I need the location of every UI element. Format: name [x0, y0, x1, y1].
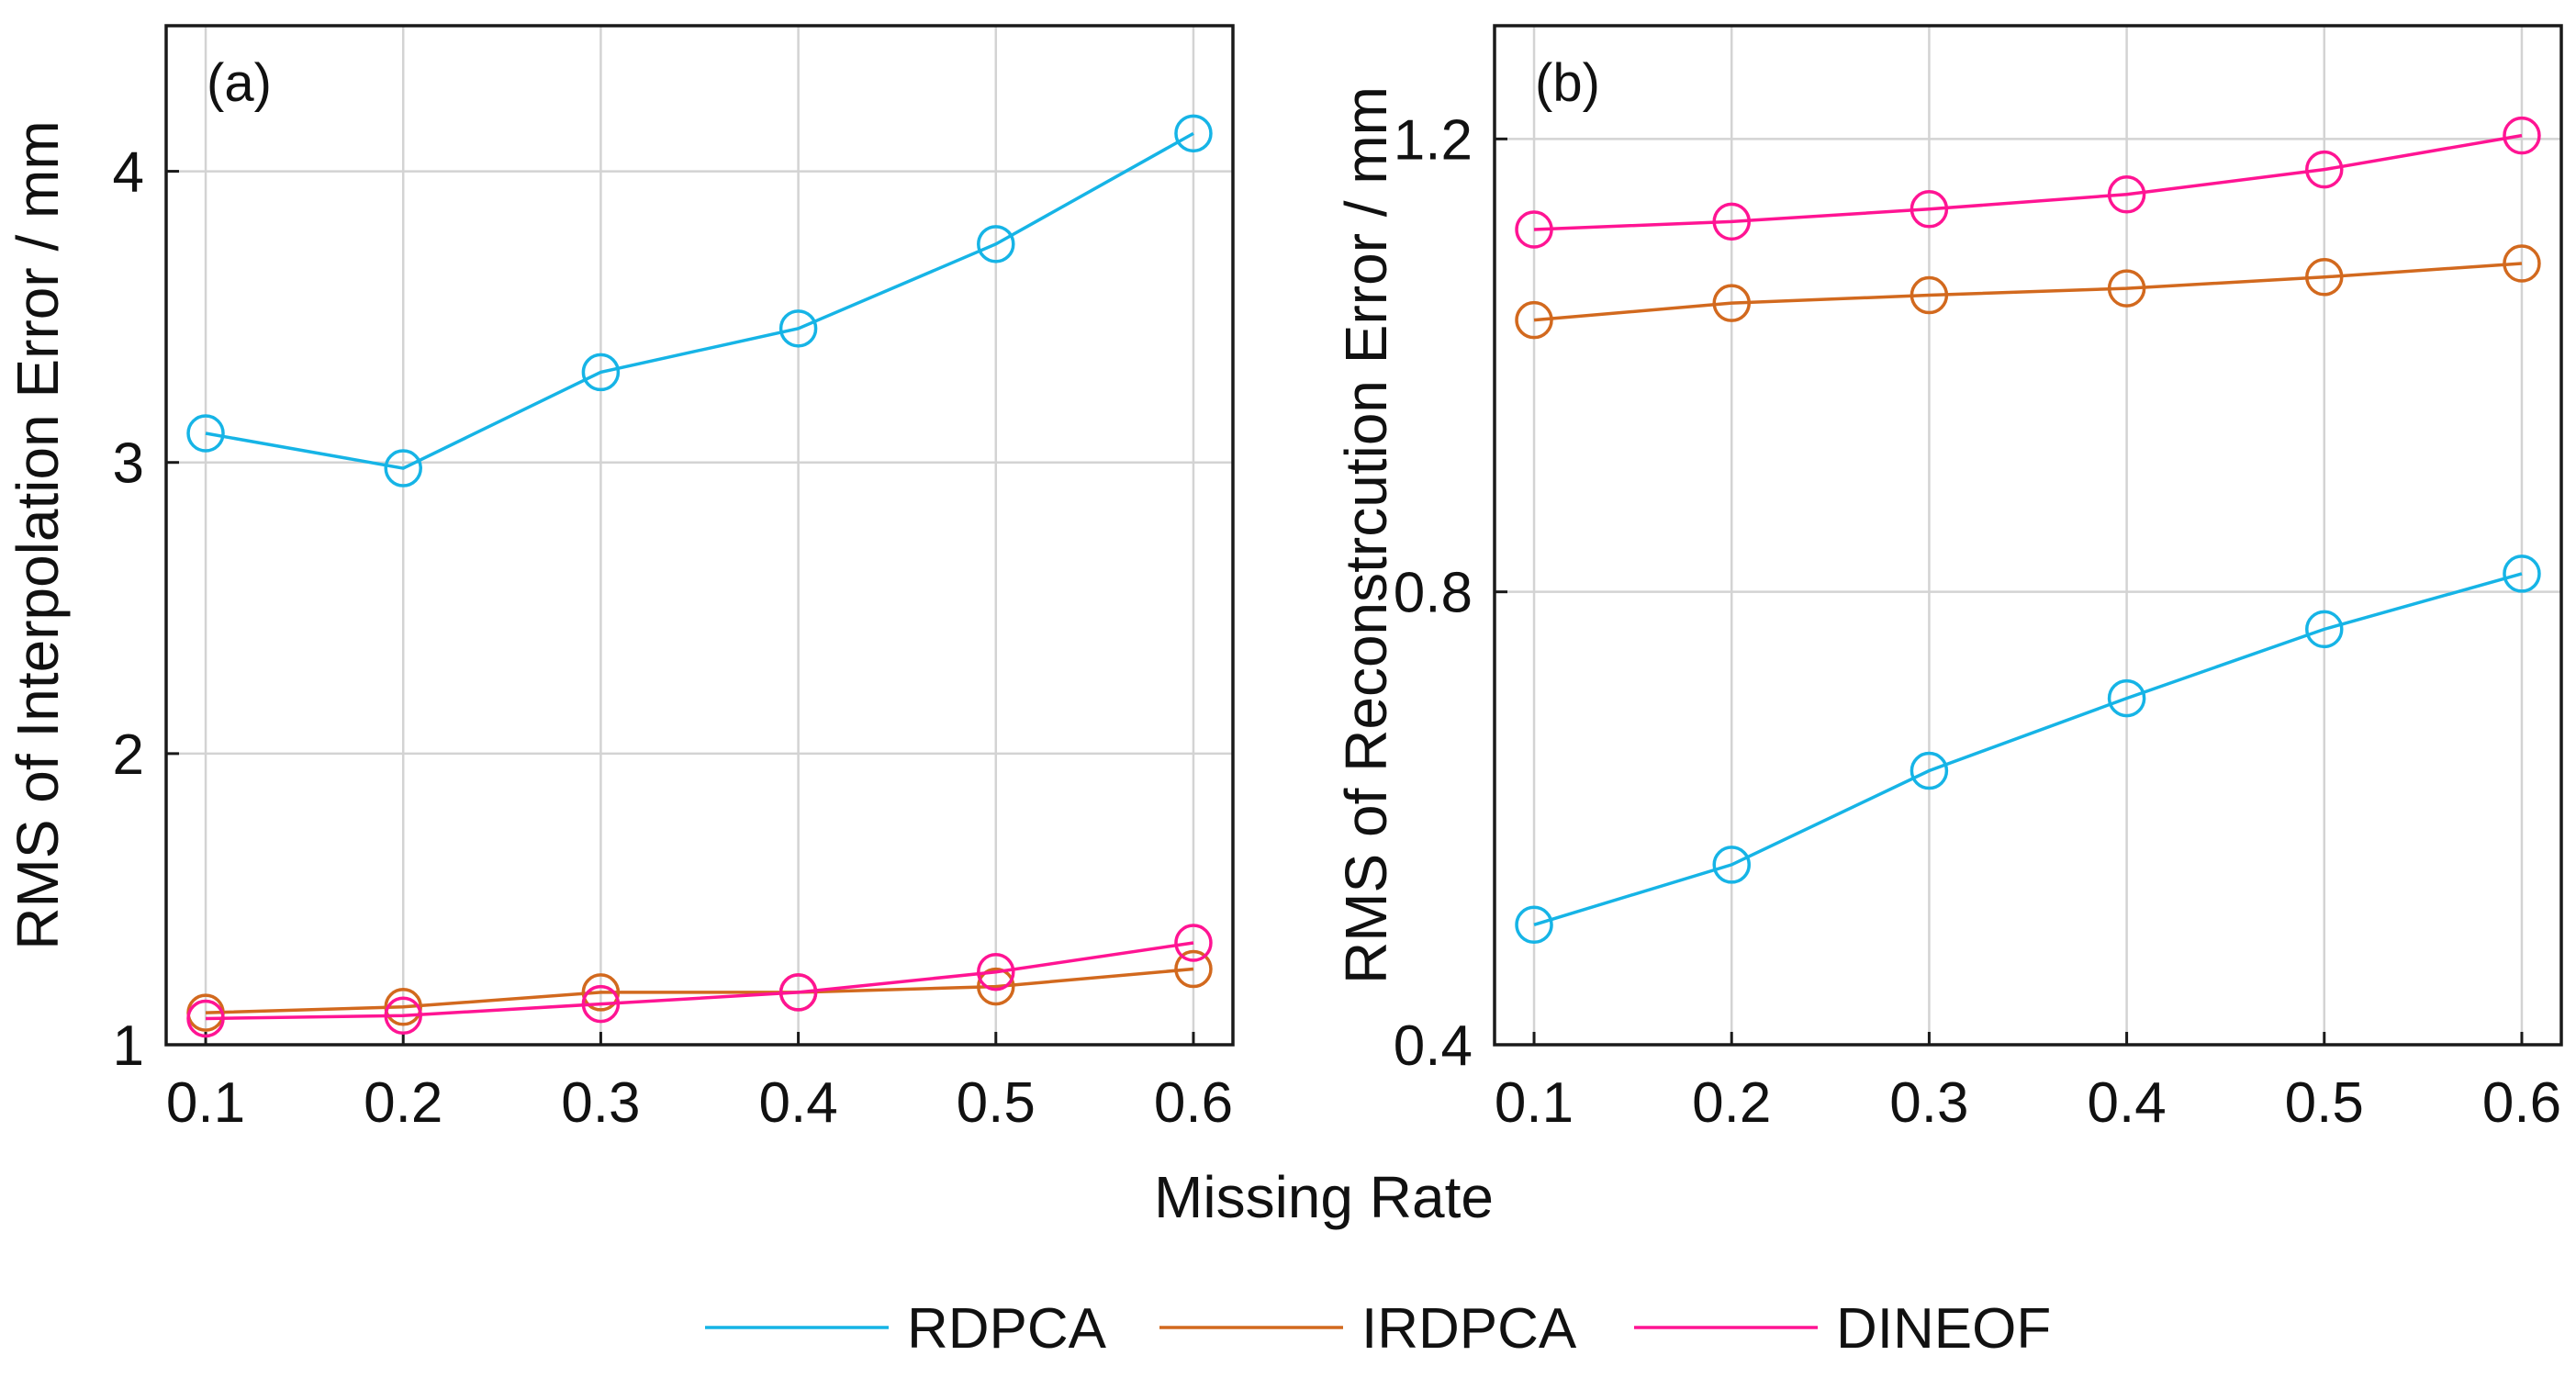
panel-a-dineof-point: [778, 973, 818, 1012]
panel-a-x-tick-label: 0.2: [364, 1071, 442, 1135]
panel-a-dineof-point: [581, 984, 621, 1024]
panel-b-irdpca-point: [1910, 275, 1949, 315]
panel-a-rdpca-point: [977, 225, 1015, 263]
panel-b-y-tick-label: 1.2: [1394, 108, 1473, 172]
panel-b-rdpca-point: [1712, 846, 1751, 884]
panel-b-irdpca-line: [1533, 262, 2523, 322]
panel-a-x-tick-label: 0.4: [758, 1071, 837, 1135]
panel-a-rdpca-point: [186, 414, 225, 453]
panel-b-y-tick-label: 0.8: [1394, 562, 1473, 625]
panel-a-irdpca-point: [977, 967, 1015, 1006]
panel-b-x-tick-label: 0.4: [2087, 1071, 2166, 1135]
legend: RDPCA IRDPCA DINEOF: [705, 1297, 2051, 1361]
panel-a-x-tick-label: 0.5: [957, 1071, 1036, 1135]
panel-b-irdpca-point: [2107, 269, 2146, 308]
panel-b-dineof-point: [2305, 150, 2344, 189]
legend-item-irdpca: IRDPCA: [1159, 1297, 1577, 1361]
panel-b-irdpca-point: [2305, 258, 2344, 297]
legend-label-rdpca: RDPCA: [907, 1297, 1107, 1361]
panel-b-dineof-point: [1712, 202, 1751, 241]
panel-b-x-tick-label: 0.3: [1889, 1071, 1968, 1135]
panel-a-dineof-point: [1174, 924, 1213, 962]
panel-a-y-tick-label: 3: [113, 432, 144, 496]
panel-b-rdpca-point: [1910, 751, 1949, 790]
panel-b-dineof-point: [1910, 190, 1949, 229]
panel-a-series-rdpca: [186, 114, 1213, 487]
panel-b-frame: [1493, 24, 2563, 1047]
panel-a-x-tick-label: 0.3: [561, 1071, 640, 1135]
panel-a-grid: [166, 26, 1233, 1047]
panel-a-frame: [164, 24, 1235, 1047]
panel-a-rdpca-point: [778, 309, 818, 348]
panel-b-y-axis-label: RMS of Reconstrcution Error / mm: [1333, 86, 1399, 984]
panel-b-rdpca-point: [2305, 610, 2344, 649]
panel-a-rdpca-line: [205, 131, 1194, 470]
legend-label-dineof: DINEOF: [1836, 1297, 2051, 1361]
panel-b-x-tick-label: 0.2: [1692, 1071, 1771, 1135]
panel-b-series-dineof: [1515, 116, 2541, 249]
panel-a-irdpca-point: [1174, 949, 1213, 989]
panel-a-irdpca-point: [581, 973, 621, 1012]
panel-a-x-tick-label: 0.6: [1154, 1071, 1233, 1135]
panel-a-dineof-point: [186, 999, 225, 1038]
panel-b-grid: [1495, 26, 2561, 1047]
panel-a-dineof-point: [977, 952, 1015, 991]
panel-b-tag: (b): [1535, 53, 1600, 113]
panel-b-dineof-point: [2503, 116, 2541, 155]
legend-item-rdpca: RDPCA: [705, 1297, 1107, 1361]
panel-a-dineof-point: [384, 996, 422, 1036]
panel-a-rdpca-point: [1174, 114, 1213, 153]
panel-b-dineof-line: [1533, 133, 2523, 231]
panel-a-rdpca-point: [384, 449, 422, 487]
panel-b-irdpca-point: [1712, 284, 1751, 322]
panel-b-irdpca-point: [2503, 244, 2541, 283]
panel-b-x-tick-label: 0.1: [1495, 1071, 1574, 1135]
panel-b-y-tick-label: 0.4: [1394, 1014, 1473, 1078]
panel-a-series-dineof: [186, 924, 1213, 1038]
panel-b-rdpca-point: [1515, 905, 1553, 945]
panel-b-x-tick-label: 0.6: [2482, 1071, 2561, 1135]
panel-b-rdpca-point: [2503, 555, 2541, 593]
panel-a-dineof-line: [206, 941, 1194, 1021]
panel-b-irdpca-point: [1515, 300, 1553, 340]
panel-a-irdpca-point: [384, 988, 422, 1026]
panel-a-x-tick-label: 0.1: [166, 1071, 245, 1135]
panel-a-y-tick-label: 2: [113, 723, 144, 787]
panel-a-tag: (a): [207, 53, 272, 113]
panel-b-series-irdpca: [1515, 244, 2541, 340]
panel-b-dineof-point: [1515, 210, 1553, 249]
panel-a-irdpca-line: [205, 967, 1194, 1014]
panel-b-x-tick-label: 0.5: [2285, 1071, 2364, 1135]
panel-b-rdpca-point: [2107, 678, 2146, 718]
shared-x-axis-label: Missing Rate: [1154, 1164, 1494, 1230]
panel-b-rdpca-line: [1533, 572, 2523, 926]
panel-a-y-tick-label: 1: [113, 1014, 144, 1078]
panel-b-series-rdpca: [1515, 555, 2541, 945]
panel-a-rdpca-point: [581, 353, 621, 392]
legend-item-dineof: DINEOF: [1634, 1297, 2051, 1361]
legend-label-irdpca: IRDPCA: [1361, 1297, 1577, 1361]
panel-a: 0.1 0.2 0.3 0.4 0.5 0.6 1 2 3 4 RMS of Interpolati…: [5, 24, 1235, 1135]
panel-a-y-axis-label: RMS of Interpolation Error / mm: [5, 120, 71, 949]
panel-a-y-tick-label: 4: [113, 141, 144, 205]
panel-b-dineof-point: [2107, 175, 2146, 214]
